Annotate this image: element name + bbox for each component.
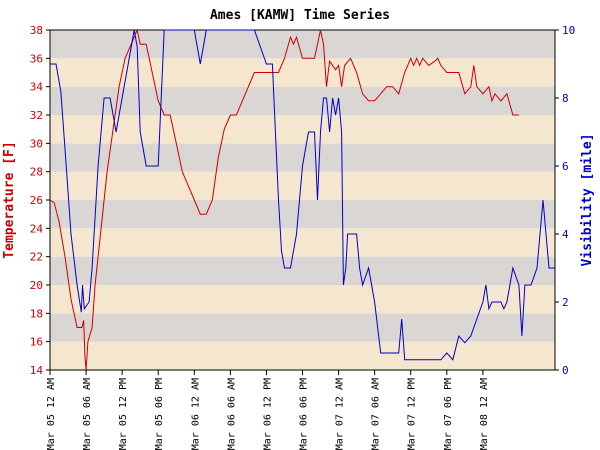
left-tick-label: 24 xyxy=(30,222,44,235)
x-tick-label: Mar 06 12 AM xyxy=(190,378,201,450)
right-axis: 0 2 4 6 8 10 xyxy=(555,24,575,377)
chart-title: Ames [KAMW] Time Series xyxy=(210,8,390,23)
right-tick-label: 2 xyxy=(562,296,569,309)
left-tick-label: 26 xyxy=(30,194,43,207)
right-tick-label: 0 xyxy=(562,364,569,377)
left-axis-label: Temperature [F] xyxy=(2,141,17,258)
x-tick-label: Mar 07 12 AM xyxy=(335,378,346,450)
left-tick-label: 14 xyxy=(30,364,44,377)
grid-band xyxy=(50,86,555,115)
grid-band xyxy=(50,115,555,144)
grid-band xyxy=(50,228,555,257)
grid-band xyxy=(50,313,555,342)
x-tick-label: Mar 05 06 PM xyxy=(154,378,165,450)
left-tick-label: 18 xyxy=(30,307,43,320)
x-axis: Mar 05 12 AM Mar 05 06 AM Mar 05 12 PM Mar … xyxy=(46,370,490,450)
x-tick-label: Mar 07 06 AM xyxy=(371,378,382,450)
right-tick-label: 8 xyxy=(562,92,569,105)
grid-band xyxy=(50,30,555,59)
grid-band xyxy=(50,256,555,285)
x-tick-label: Mar 07 12 PM xyxy=(407,378,418,450)
grid-band xyxy=(50,200,555,229)
left-tick-label: 30 xyxy=(30,137,43,150)
left-tick-label: 28 xyxy=(30,166,43,179)
left-tick-label: 32 xyxy=(30,109,43,122)
temperature-line xyxy=(49,28,519,371)
left-axis: 14 16 18 20 22 24 26 28 30 32 34 36 38 xyxy=(30,24,50,377)
grid-band xyxy=(50,341,555,370)
left-tick-label: 22 xyxy=(30,251,43,264)
right-axis-label: Visibility [mile] xyxy=(580,133,595,266)
x-tick-label: Mar 06 06 PM xyxy=(299,378,310,450)
visibility-line xyxy=(50,29,555,361)
x-tick-label: Mar 05 12 PM xyxy=(118,378,129,450)
x-tick-label: Mar 06 06 AM xyxy=(226,378,237,450)
grid-band xyxy=(50,58,555,87)
grid-band xyxy=(50,285,555,314)
x-tick-label: Mar 06 12 PM xyxy=(262,378,273,450)
left-tick-label: 20 xyxy=(30,279,43,292)
right-tick-label: 4 xyxy=(562,228,569,241)
x-tick-label: Mar 07 06 PM xyxy=(443,378,454,450)
left-tick-label: 16 xyxy=(30,336,43,349)
grid-band xyxy=(50,171,555,200)
right-tick-label: 10 xyxy=(562,24,575,37)
series-layer xyxy=(49,28,555,371)
left-tick-label: 34 xyxy=(30,81,44,94)
x-tick-label: Mar 05 12 AM xyxy=(46,378,57,450)
x-tick-label: Mar 08 12 AM xyxy=(479,378,490,450)
right-tick-label: 6 xyxy=(562,160,569,173)
background-bands xyxy=(50,30,555,370)
left-tick-label: 36 xyxy=(30,52,43,65)
x-tick-label: Mar 05 06 AM xyxy=(82,378,93,450)
left-tick-label: 38 xyxy=(30,24,43,37)
